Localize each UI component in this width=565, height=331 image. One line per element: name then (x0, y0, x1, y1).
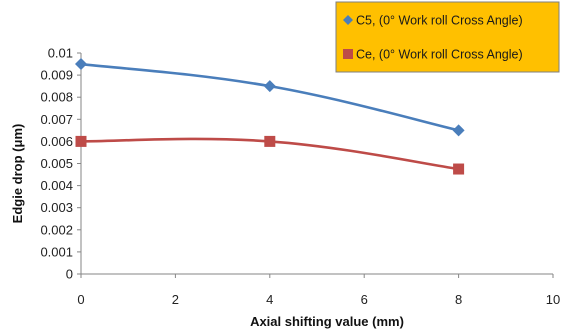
x-axis-ticks: 0 2 4 6 8 10 (77, 274, 560, 307)
axes (80, 53, 553, 275)
series-2-point (75, 135, 87, 147)
legend-label-1: C5, (0° Work roll Cross Angle) (356, 14, 523, 28)
y-tick-label: 0.004 (40, 178, 73, 193)
series-line-1 (80, 62, 459, 132)
x-tick-label: 0 (77, 292, 84, 307)
x-tick-label: 4 (266, 292, 273, 307)
series-1-point (75, 58, 87, 71)
x-tick-label: 6 (361, 292, 368, 307)
y-tick-label: 0.003 (40, 200, 73, 215)
y-tick-label: 0.001 (40, 244, 73, 259)
y-tick-label: 0.007 (40, 112, 73, 127)
legend-box (335, 1, 560, 73)
y-tick-label: 0.01 (48, 46, 73, 61)
legend-label-2: Ce, (0° Work roll Cross Angle) (356, 48, 523, 62)
y-tick-label: 0.002 (40, 222, 73, 237)
series-2-point (264, 135, 276, 147)
series-2-point (453, 163, 465, 175)
legend-marker-2 (343, 49, 353, 59)
legend: C5, (0° Work roll Cross Angle) Ce, (0° Wo… (335, 1, 560, 73)
x-tick-label: 8 (455, 292, 462, 307)
series-1-point (263, 80, 276, 93)
y-axis-ticks: 0 0.001 0.002 0.003 0.004 0.005 0.006 0.007 0.00… (40, 46, 81, 282)
y-tick-label: 0.006 (40, 134, 73, 149)
x-tick-label: 2 (172, 292, 179, 307)
x-tick-label: 10 (546, 292, 560, 307)
x-axis-title: Axial shifting value (mm) (250, 314, 404, 329)
y-tick-label: 0 (66, 267, 73, 282)
y-axis-title: Edgie drop (μm) (10, 124, 25, 224)
y-tick-label: 0.005 (40, 156, 73, 171)
y-tick-label: 0.008 (40, 90, 73, 105)
series-layer (75, 58, 465, 175)
series-1-point (452, 124, 465, 137)
legend-marker-1 (343, 15, 353, 25)
y-tick-label: 0.009 (40, 68, 73, 83)
